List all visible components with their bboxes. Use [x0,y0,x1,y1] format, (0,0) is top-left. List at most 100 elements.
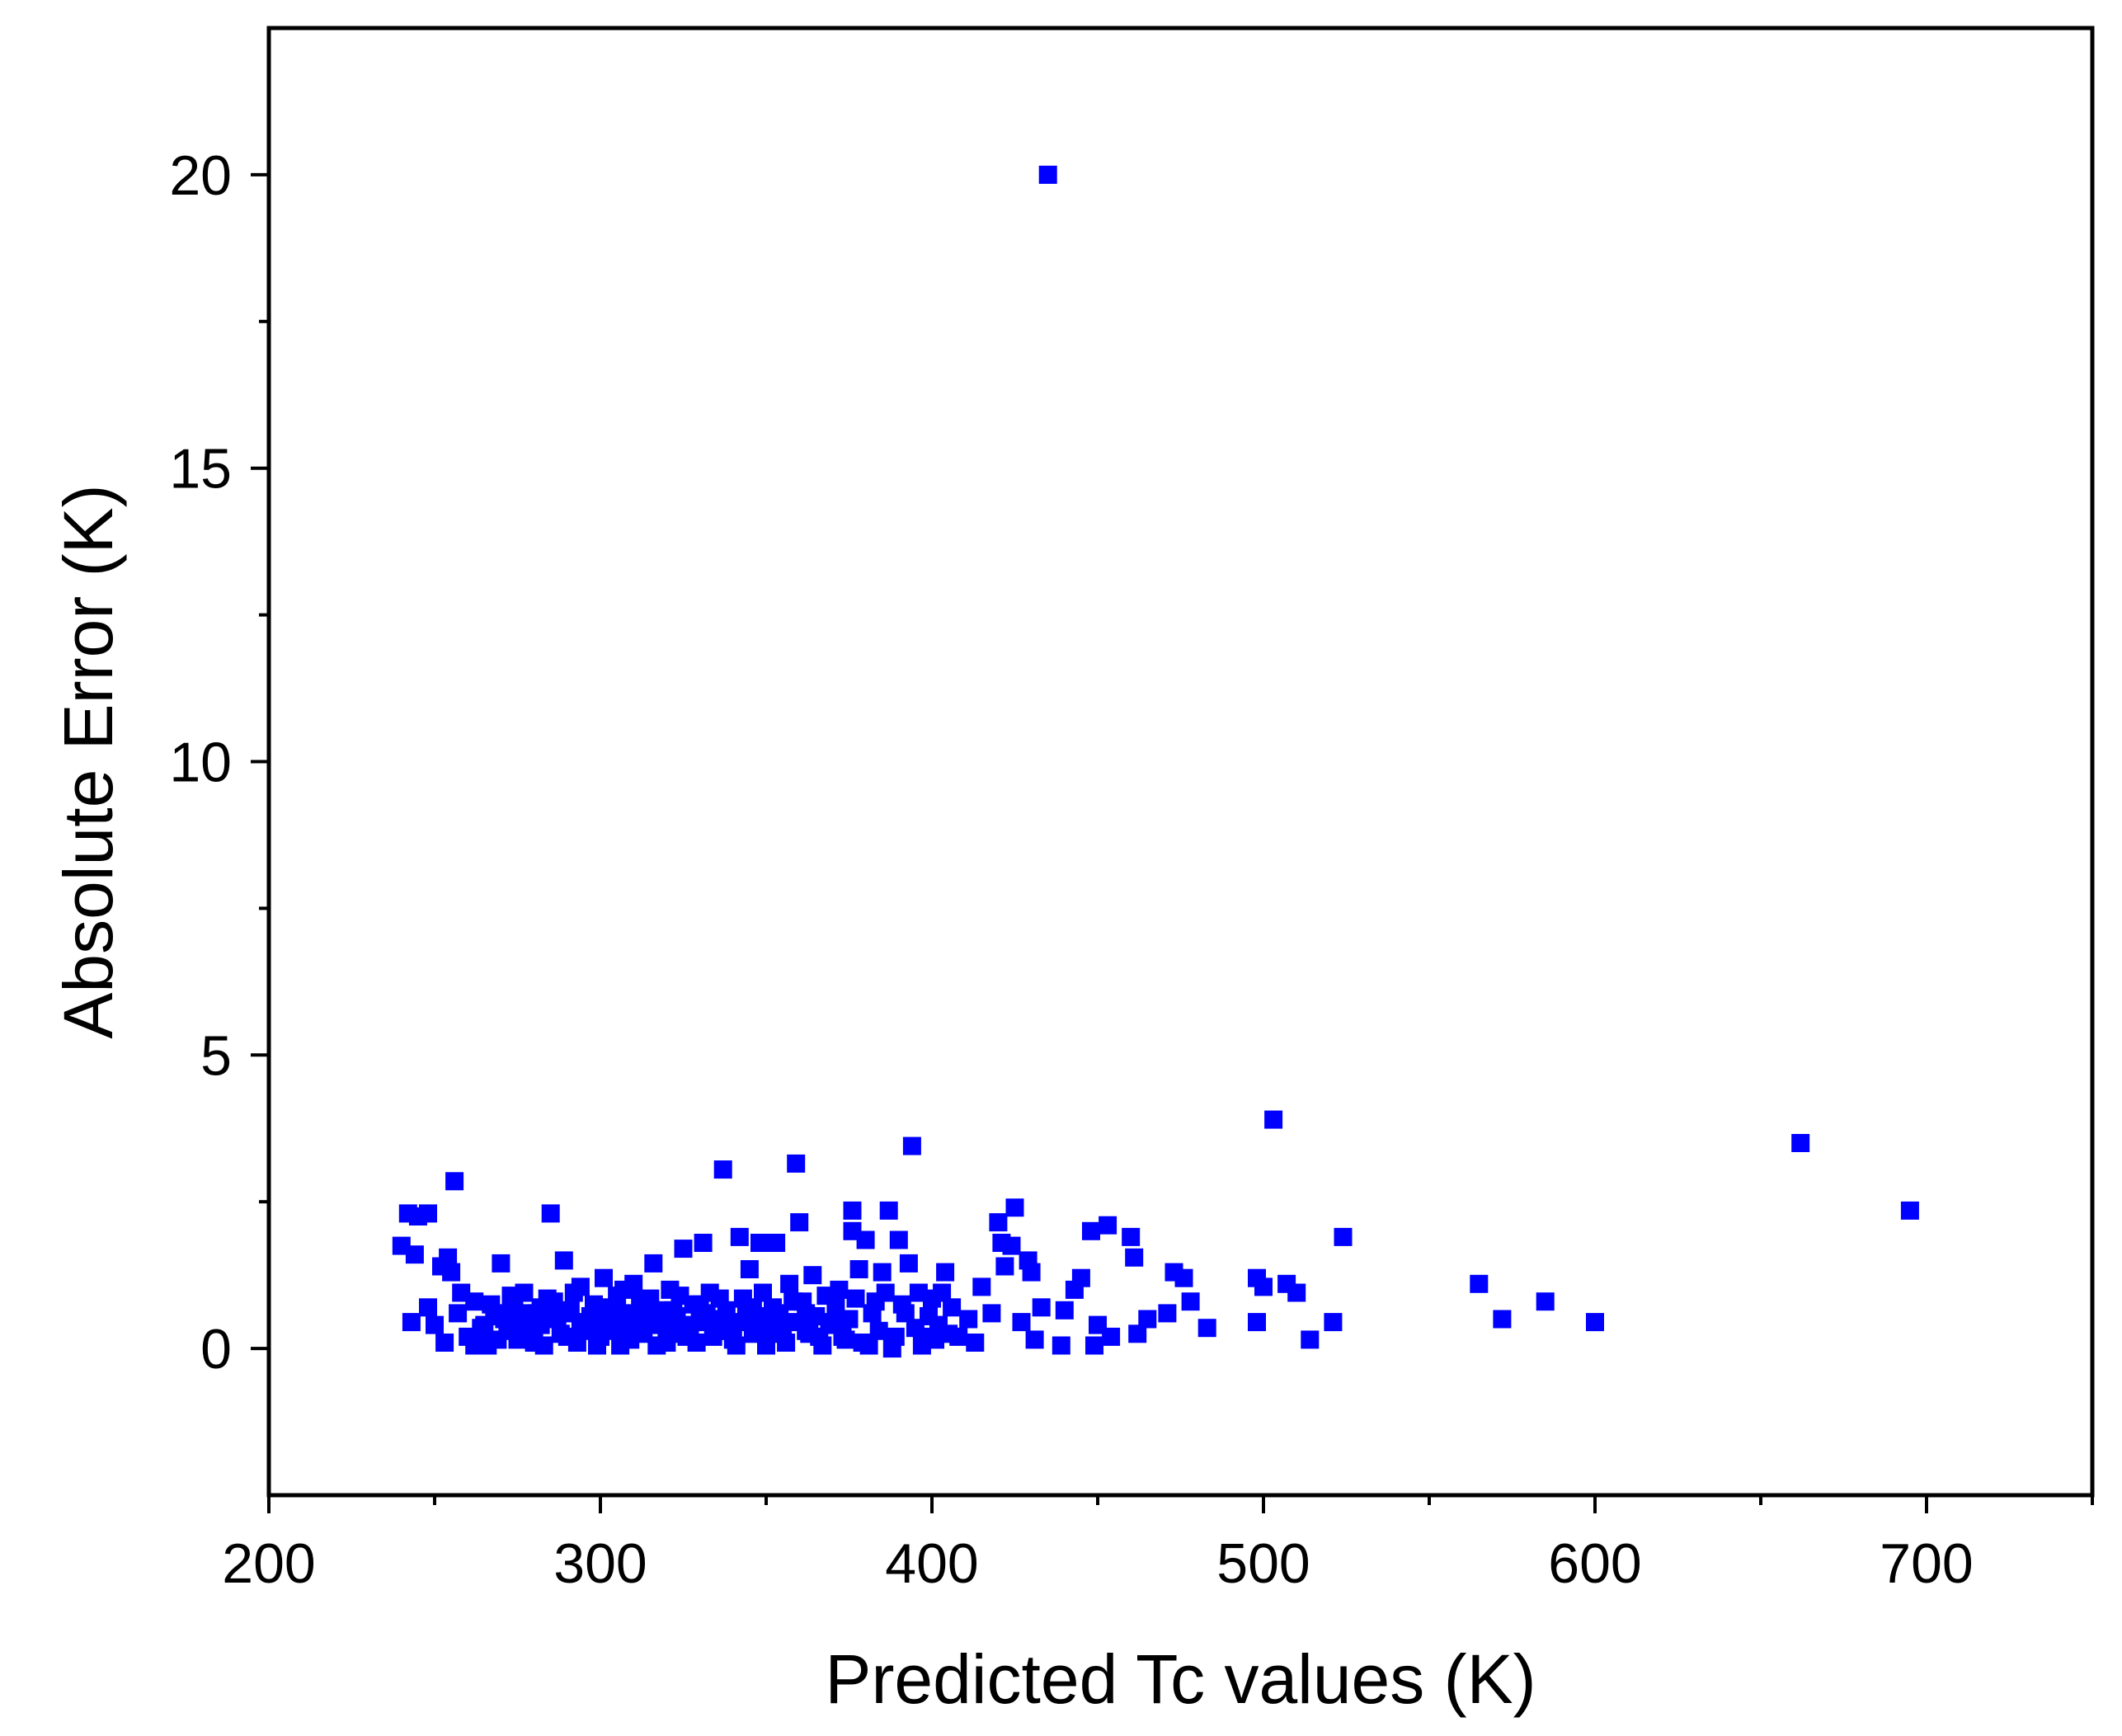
data-point [1138,1310,1157,1329]
data-point [1470,1274,1489,1293]
x-tick-label: 600 [1548,1532,1641,1595]
data-point [690,1295,709,1314]
data-point [757,1307,775,1325]
data-point [939,1324,958,1343]
data-point [740,1260,759,1278]
data-point [439,1248,458,1267]
data-point [1125,1248,1144,1267]
data-point [1022,1263,1041,1282]
data-point [1791,1134,1810,1152]
data-point [492,1254,511,1273]
data-point [803,1266,822,1285]
y-tick-label: 5 [200,1024,232,1087]
data-point [902,1136,921,1155]
data-point [899,1254,918,1273]
data-point [518,1327,537,1346]
data-point [426,1315,444,1334]
data-point [770,1324,789,1343]
data-point [624,1319,643,1338]
data-point [1900,1201,1919,1220]
y-tick-label: 15 [169,438,232,501]
data-point [972,1277,991,1296]
data-point [873,1263,892,1282]
data-point [750,1234,769,1252]
data-point [730,1227,749,1246]
data-point [445,1172,464,1191]
y-axis-title: Absolute Error (K) [49,484,127,1038]
data-point [830,1280,849,1299]
data-point [435,1334,454,1352]
data-point [558,1304,576,1323]
x-tick-label: 200 [222,1532,315,1595]
data-point [419,1298,437,1317]
data-point [677,1319,696,1338]
data-point [1158,1304,1177,1323]
data-point [674,1240,693,1258]
data-point [843,1201,862,1220]
data-point [465,1336,484,1355]
data-point [1248,1313,1266,1332]
data-point [989,1213,1008,1232]
data-point [647,1336,666,1355]
data-point [710,1289,729,1308]
data-point [670,1287,689,1306]
data-point [780,1274,799,1293]
data-point [783,1292,802,1311]
data-point [892,1295,911,1314]
data-point [419,1204,437,1223]
data-point [1038,165,1057,184]
data-point [1586,1313,1604,1332]
data-point [687,1334,706,1352]
data-point [1002,1236,1021,1255]
data-point [442,1263,461,1282]
data-point [889,1230,908,1249]
data-point [598,1321,616,1340]
data-point [876,1283,895,1302]
data-point [840,1310,859,1329]
y-tick-label: 20 [169,144,232,207]
data-point [405,1245,424,1264]
data-point [754,1283,772,1302]
x-tick-label: 700 [1880,1532,1973,1595]
data-point [1071,1268,1090,1287]
y-tick-label: 0 [200,1318,232,1381]
x-tick-label: 400 [885,1532,978,1595]
data-point [1012,1313,1031,1332]
data-point [1301,1330,1320,1349]
data-point [501,1287,520,1306]
data-point [787,1154,806,1173]
data-point [1181,1292,1200,1311]
data-point [713,1160,732,1179]
data-point [1082,1221,1100,1240]
data-point [995,1257,1014,1276]
data-point [966,1334,985,1352]
data-point [863,1304,882,1323]
data-point [488,1330,507,1349]
data-point [1099,1216,1117,1235]
data-point [846,1289,865,1308]
data-point [853,1334,872,1352]
data-point [813,1336,832,1355]
data-point [936,1263,955,1282]
data-point [856,1230,875,1249]
data-point [1536,1292,1555,1311]
data-point [849,1260,868,1278]
data-point [982,1304,1001,1323]
data-point [767,1234,786,1252]
data-point [541,1204,560,1223]
x-tick-label: 500 [1216,1532,1310,1595]
data-point [1085,1336,1103,1355]
data-point [933,1283,952,1302]
data-point [1005,1198,1024,1217]
data-point [1174,1268,1193,1287]
data-point [727,1336,746,1355]
data-point [611,1304,630,1323]
x-axis-title: Predicted Tc values (K) [825,1640,1536,1718]
data-point [588,1336,606,1355]
data-point [664,1301,683,1320]
data-point [1025,1330,1044,1349]
data-point [1197,1319,1216,1338]
data-point [595,1268,613,1287]
data-point [449,1304,468,1323]
